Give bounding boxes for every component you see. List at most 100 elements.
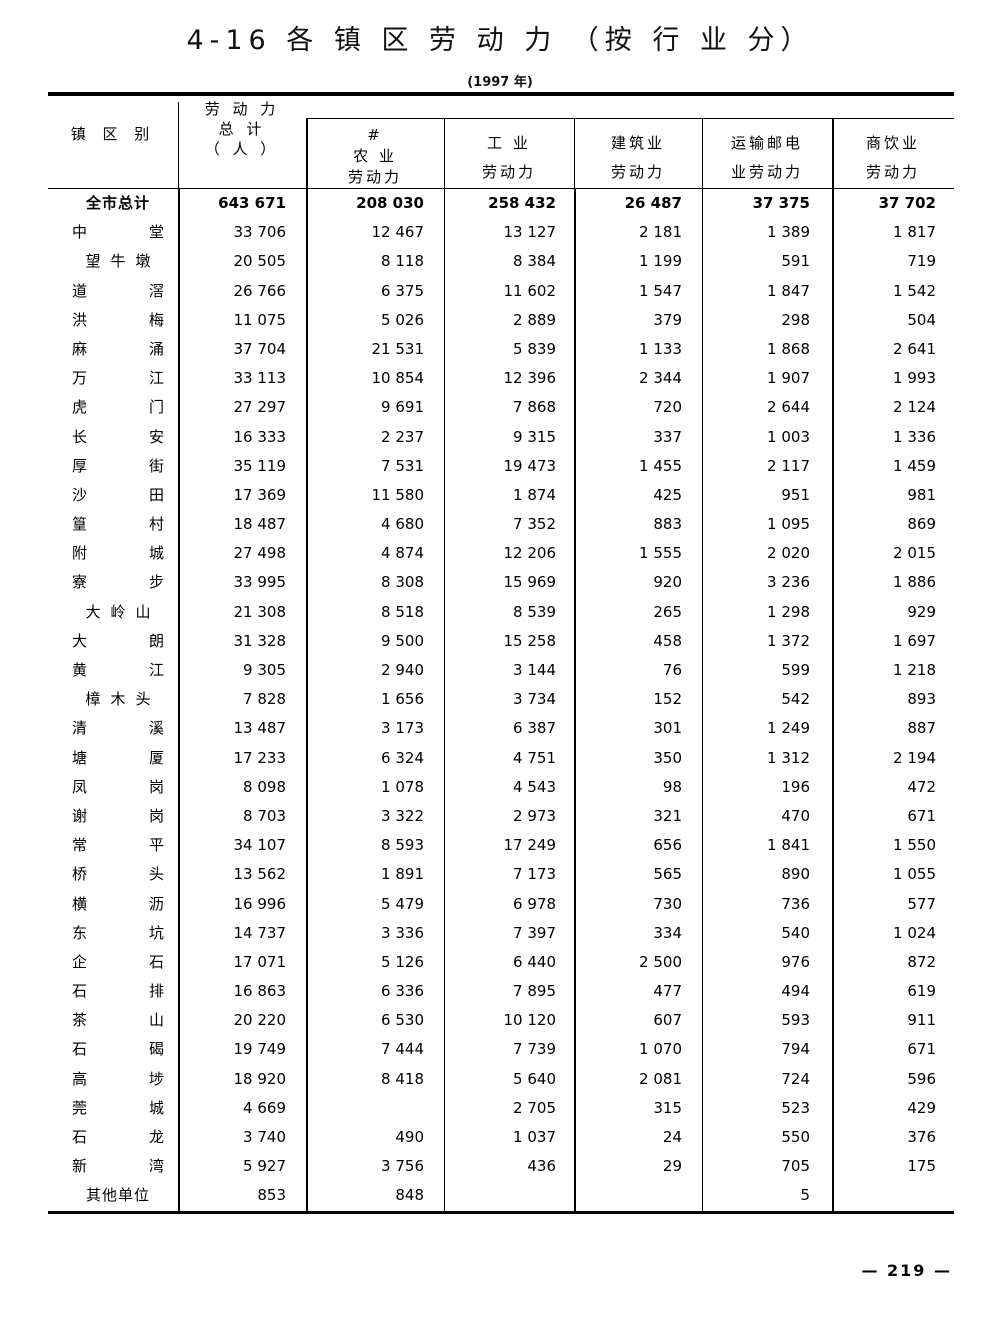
header-commerce-line2: 劳动力: [865, 163, 920, 181]
region-name-char: 岗: [148, 806, 164, 825]
cell-region-name: 樟木头: [85, 690, 161, 709]
header-transport-post: 运输邮电 业劳动力: [702, 133, 832, 183]
cell-transport: 494: [781, 982, 810, 1001]
cell-agriculture: 5 026: [381, 310, 424, 329]
table-row: 其他单位 853 848 5: [48, 1181, 954, 1210]
cell-industry: 6 440: [513, 952, 556, 971]
cell-agriculture: [306, 1094, 424, 1123]
cell-construction: 2 081: [639, 1069, 682, 1088]
cell-construction: 1 555: [639, 544, 682, 563]
cell-transport: 37 375: [752, 194, 810, 212]
body-divider-industry-construction: [574, 189, 576, 1211]
region-name-char: 麻: [72, 339, 88, 358]
cell-agriculture: 848: [395, 1186, 424, 1205]
header-total-line3: （ 人 ）: [204, 140, 280, 158]
cell-region-name: 东坑: [58, 919, 178, 948]
region-name-char: 横: [72, 894, 88, 913]
cell-commerce: 869: [907, 515, 936, 534]
cell-total: 16 996: [233, 894, 287, 913]
cell-industry: 436: [527, 1157, 556, 1176]
cell-agriculture: 208 030: [356, 194, 424, 212]
cell-agriculture: 8 418: [381, 1069, 424, 1088]
header-divider-industry-construction: [574, 119, 575, 189]
cell-commerce: 1 697: [893, 631, 936, 650]
cell-total: 16 863: [233, 982, 287, 1001]
cell-commerce: 929: [907, 602, 936, 621]
region-name-char: 大: [72, 631, 88, 650]
region-name-char: 塘: [72, 748, 88, 767]
cell-region-name: 长安: [58, 423, 178, 452]
region-name-char: 江: [148, 369, 164, 388]
table-row: 石排 16 863 6 336 7 895 477 494 619: [48, 977, 954, 1006]
cell-construction: 379: [653, 310, 682, 329]
region-name-char: 谢: [72, 806, 88, 825]
cell-transport: 1 298: [767, 602, 810, 621]
cell-agriculture: 3 173: [381, 719, 424, 738]
cell-transport: 1 003: [767, 427, 810, 446]
cell-transport: 724: [781, 1069, 810, 1088]
header-divider-transport-commerce: [832, 119, 834, 189]
cell-region-name: 凤岗: [58, 773, 178, 802]
cell-construction: 565: [653, 865, 682, 884]
table-row: 麻涌 37 704 21 531 5 839 1 133 1 868 2 641: [48, 335, 954, 364]
cell-agriculture: 7 531: [381, 456, 424, 475]
cell-commerce: 577: [907, 894, 936, 913]
region-name-char: 万: [72, 369, 88, 388]
cell-commerce: 37 702: [878, 194, 936, 212]
cell-region-name: 高埗: [58, 1065, 178, 1094]
cell-region-name: 企石: [58, 948, 178, 977]
region-name-char: 石: [72, 1040, 88, 1059]
cell-transport: 298: [781, 310, 810, 329]
region-name-char: 新: [72, 1157, 88, 1176]
cell-construction: 2 181: [639, 223, 682, 242]
body-divider-agri-industry: [444, 189, 445, 1211]
cell-transport: 3 236: [767, 573, 810, 592]
cell-industry: [444, 1181, 556, 1210]
table-row: 常平 34 107 8 593 17 249 656 1 841 1 550: [48, 831, 954, 860]
cell-transport: 599: [781, 661, 810, 679]
cell-total: 26 766: [233, 281, 287, 300]
cell-industry: 6 387: [513, 719, 556, 738]
header-agriculture-line3: 劳动力: [347, 168, 402, 186]
cell-commerce: 596: [907, 1069, 936, 1088]
cell-industry: 5 640: [513, 1069, 556, 1088]
table-row: 中堂 33 706 12 467 13 127 2 181 1 389 1 817: [48, 218, 954, 247]
cell-commerce: 1 993: [893, 369, 936, 388]
cell-total: 3 740: [243, 1128, 286, 1146]
cell-industry: 7 895: [513, 982, 556, 1001]
cell-region-name: 厚街: [58, 452, 178, 481]
region-name-char: 坑: [148, 923, 164, 942]
cell-commerce: 887: [907, 719, 936, 738]
cell-total: 33 706: [233, 223, 287, 242]
region-name-char: 清: [72, 719, 88, 738]
region-name-char: 石: [72, 982, 88, 1001]
cell-agriculture: 3 756: [381, 1157, 424, 1176]
cell-region-name: 麻涌: [58, 335, 178, 364]
cell-agriculture: 8 118: [381, 252, 424, 271]
cell-agriculture: 1 891: [381, 865, 424, 884]
cell-commerce: 2 641: [893, 339, 936, 358]
cell-region-name: 寮步: [58, 568, 178, 597]
header-divider-construction-transport: [702, 119, 703, 189]
header-total-line1: 劳 动 力: [204, 100, 280, 118]
cell-commerce: 1 459: [893, 456, 936, 475]
cell-construction: 24: [662, 1128, 682, 1146]
cell-agriculture: 9 500: [381, 631, 424, 650]
page-subtitle: (1997 年): [467, 75, 533, 90]
header-total-workforce: 劳 动 力 总 计 （ 人 ）: [178, 99, 306, 159]
cell-transport: 2 020: [767, 544, 810, 563]
cell-agriculture: 5 126: [381, 952, 424, 971]
region-name-char: 篁: [72, 515, 88, 534]
region-name-char: 中: [72, 223, 88, 242]
region-name-char: 湾: [148, 1157, 164, 1176]
cell-commerce: 504: [907, 310, 936, 329]
cell-transport: 951: [781, 485, 810, 504]
cell-industry: 2 889: [513, 310, 556, 329]
cell-transport: 550: [781, 1128, 810, 1146]
table-row: 塘厦 17 233 6 324 4 751 350 1 312 2 194: [48, 744, 954, 773]
cell-construction: 76: [662, 661, 682, 679]
region-name-char: 虎: [72, 398, 88, 417]
table-row: 横沥 16 996 5 479 6 978 730 736 577: [48, 890, 954, 919]
region-name-char: 溪: [148, 719, 164, 738]
cell-transport: 593: [781, 1011, 810, 1030]
